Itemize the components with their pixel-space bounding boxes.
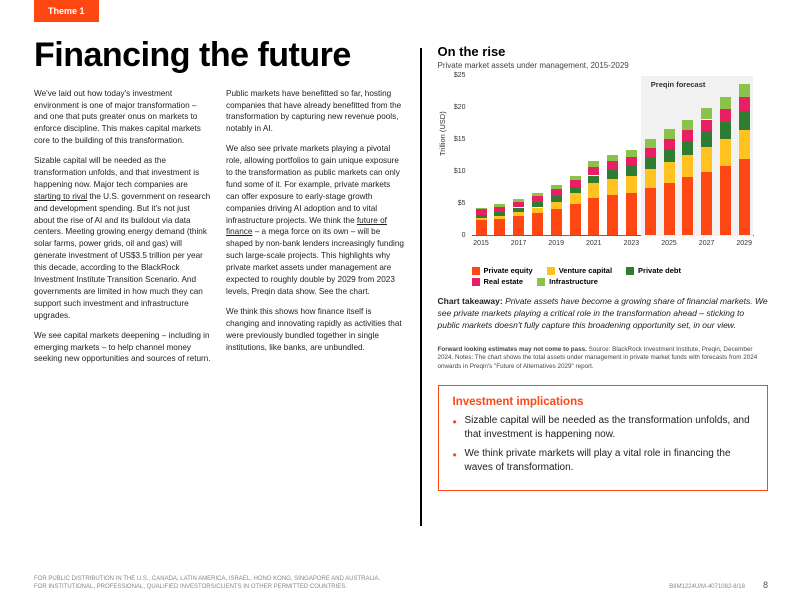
legend-label: Private debt — [638, 266, 681, 275]
x-tick: 2027 — [699, 240, 715, 247]
investment-implications-box: Investment implications Sizable capital … — [438, 385, 769, 491]
legend-swatch — [626, 267, 634, 275]
legend-swatch — [537, 278, 545, 286]
y-tick: $20 — [438, 104, 466, 111]
implications-title: Investment implications — [453, 396, 754, 408]
vertical-divider — [420, 48, 422, 526]
paragraph: We've laid out how today's investment en… — [34, 88, 212, 147]
legend-label: Venture capital — [559, 266, 612, 275]
x-tick: 2025 — [661, 240, 677, 247]
legend-label: Real estate — [484, 277, 524, 286]
y-axis-title: Trillion (USD) — [438, 111, 447, 156]
legend-swatch — [547, 267, 555, 275]
takeaway-label: Chart takeaway: — [438, 296, 503, 306]
chart-title: On the rise — [438, 44, 769, 59]
legend-swatch — [472, 278, 480, 286]
x-tick: 2023 — [624, 240, 640, 247]
text: We also see private markets playing a pi… — [226, 144, 400, 224]
implication-item: Sizable capital will be needed as the tr… — [453, 414, 754, 441]
x-tick: 2021 — [586, 240, 602, 247]
paragraph: We see capital markets deepening – inclu… — [34, 330, 212, 366]
chart-takeaway: Chart takeaway: Private assets have beco… — [438, 296, 769, 332]
x-tick: 2029 — [736, 240, 752, 247]
text: the U.S. government on research and deve… — [34, 192, 210, 320]
chart-subtitle: Private market assets under management, … — [438, 61, 769, 70]
forecast-label: Preqin forecast — [651, 80, 706, 89]
legend-item: Infrastructure — [537, 277, 598, 286]
x-tick: 2017 — [511, 240, 527, 247]
y-tick: $25 — [438, 72, 466, 79]
x-tick: 2019 — [548, 240, 564, 247]
legend-swatch — [472, 267, 480, 275]
legend-item: Real estate — [472, 277, 524, 286]
footer-code: BIIM1224U/M-4071082-8/18 — [669, 584, 745, 592]
implication-item: We think private markets will play a vit… — [453, 447, 754, 474]
chart-legend: Private equity Venture capital Private deb… — [472, 266, 769, 286]
legend-item: Venture capital — [547, 266, 612, 275]
y-tick: $10 — [438, 168, 466, 175]
y-tick: $5 — [438, 200, 466, 207]
paragraph: We think this shows how finance itself i… — [226, 306, 404, 354]
chart-source: Forward looking estimates may not come t… — [438, 346, 769, 372]
body-column-2: Public markets have benefitted so far, h… — [226, 88, 404, 374]
paragraph: Public markets have benefitted so far, h… — [226, 88, 404, 136]
text: Sizable capital will be needed as the tr… — [34, 156, 199, 189]
footer-disclaimer: FOR PUBLIC DISTRIBUTION IN THE U.S., CAN… — [34, 576, 380, 592]
page-title: Financing the future — [34, 38, 404, 74]
theme-tag: Theme 1 — [34, 0, 99, 22]
x-tick: 2015 — [473, 240, 489, 247]
legend-label: Infrastructure — [549, 277, 598, 286]
paragraph: We also see private markets playing a pi… — [226, 143, 404, 298]
source-bold: Forward looking estimates may not come t… — [438, 346, 587, 353]
y-tick: 0 — [438, 232, 466, 239]
stacked-bar-chart: $25$20$15$10$50 Trillion (USD) Preqin fo… — [438, 76, 758, 260]
legend-item: Private equity — [472, 266, 533, 275]
page-number: 8 — [763, 580, 768, 592]
text: – a mega force on its own – will be shap… — [226, 227, 404, 295]
legend-item: Private debt — [626, 266, 681, 275]
body-column-1: We've laid out how today's investment en… — [34, 88, 212, 374]
link-starting-to-rival[interactable]: starting to rival — [34, 192, 87, 201]
paragraph: Sizable capital will be needed as the tr… — [34, 155, 212, 321]
legend-label: Private equity — [484, 266, 533, 275]
